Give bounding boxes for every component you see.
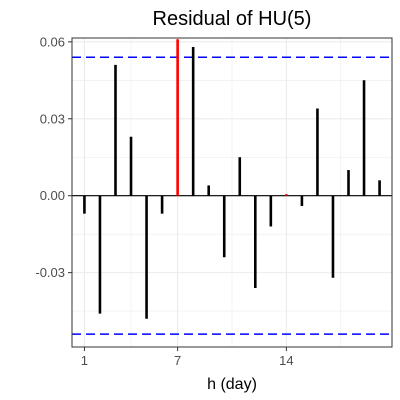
bars bbox=[83, 39, 381, 319]
y-tick-label: 0.03 bbox=[40, 111, 65, 126]
x-tick-label: 7 bbox=[174, 353, 181, 368]
panel-border bbox=[71, 37, 393, 348]
grid bbox=[72, 38, 392, 347]
axes: -0.03 0.00 0.03 0.06 1 7 14 bbox=[35, 34, 393, 368]
confidence-bounds bbox=[72, 56, 392, 335]
y-tick-label: -0.03 bbox=[35, 265, 65, 280]
x-tick-label: 1 bbox=[81, 353, 88, 368]
y-tick-label: 0.06 bbox=[40, 34, 65, 49]
y-tick-label: 0.00 bbox=[40, 188, 65, 203]
chart-title: Residual of HU(5) bbox=[153, 8, 312, 30]
x-axis-label: h (day) bbox=[207, 376, 257, 393]
x-tick-label: 14 bbox=[279, 353, 293, 368]
